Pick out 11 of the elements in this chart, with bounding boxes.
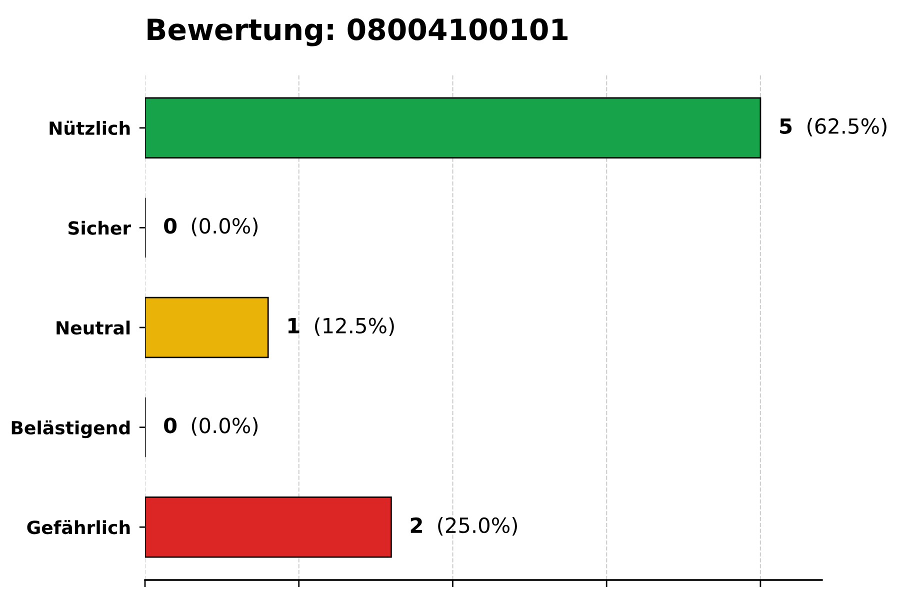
y-tick-label: Sicher bbox=[68, 220, 132, 235]
y-tick-label: Nützlich bbox=[50, 120, 130, 136]
data-label: 0 (0.0%) bbox=[164, 417, 258, 436]
data-label: 2 (25.0%) bbox=[410, 517, 517, 536]
y-tick-label: Gefährlich bbox=[27, 520, 130, 534]
y-tick-label: Neutral bbox=[56, 320, 130, 335]
y-tick-label: Belästigend bbox=[12, 420, 130, 438]
chart-title: Bewertung: 08004100101 bbox=[148, 18, 568, 46]
data-label: 0 (0.0%) bbox=[164, 218, 258, 236]
data-label: 1 (12.5%) bbox=[288, 317, 394, 336]
data-label: 5 (62.5%) bbox=[780, 118, 886, 136]
